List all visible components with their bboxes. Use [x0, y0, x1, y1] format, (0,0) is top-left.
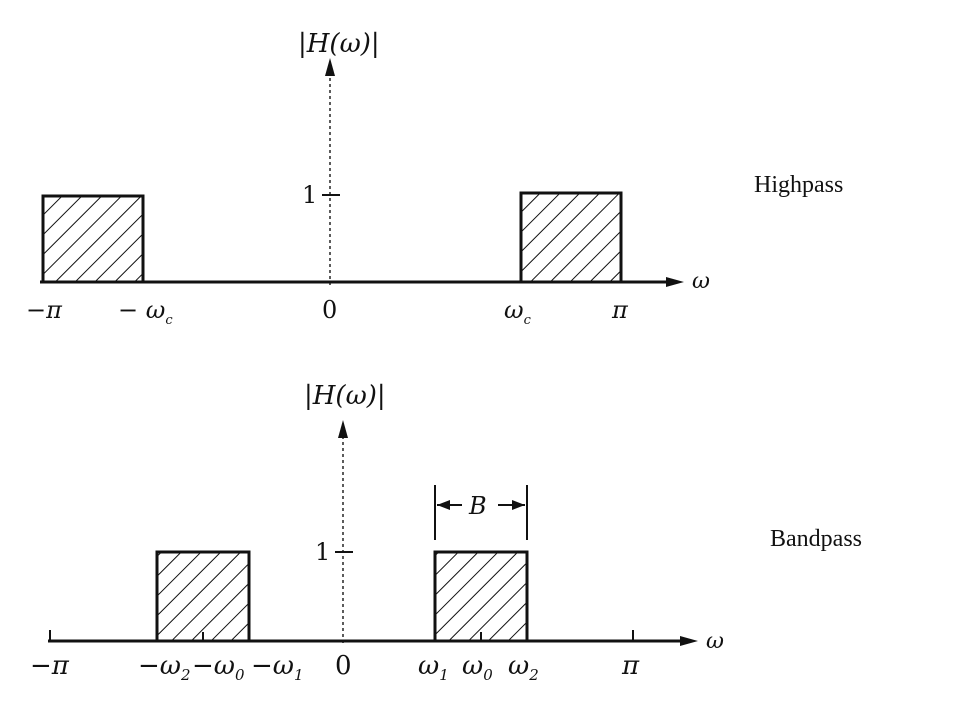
bandpass-unit-label: 1: [315, 538, 330, 566]
bandpass-title: Bandpass: [770, 526, 862, 552]
bandwidth-label: B: [468, 492, 487, 520]
highpass-title: Highpass: [754, 172, 843, 198]
highpass-tick-zero: 0: [322, 296, 337, 324]
bandpass-tick-omega2-sub: 2: [528, 666, 539, 684]
bandpass-passband-right: [433, 550, 529, 643]
highpass-y-label: |H(ω)|: [298, 29, 380, 59]
bandpass-tick-omega0-main: ω: [462, 651, 483, 681]
highpass-tick-neg-omega-c: − ωc: [118, 296, 173, 328]
bandpass-tick-omega2: ω2: [508, 651, 539, 684]
bandpass-tick-omega0: ω0: [462, 651, 493, 684]
bandpass-tick-omega1-sub: 1: [439, 666, 449, 684]
bandpass-y-label: |H(ω)|: [304, 381, 386, 411]
bandpass-tick-omega0-sub: 0: [483, 666, 493, 684]
highpass-tick-neg-pi: −π: [26, 296, 63, 324]
highpass-tick-omega-c-main: ω: [504, 296, 524, 324]
bandwidth-marker: B: [434, 485, 528, 540]
bandpass-tick-neg-omega2: −ω2: [138, 651, 191, 684]
bandpass-tick-neg-omega2-main: −ω: [138, 651, 181, 681]
bandpass-tick-omega1: ω1: [418, 651, 449, 684]
highpass-horizontal-arrowhead: [666, 277, 684, 287]
bandpass-panel: |H(ω)| ω 1 B −π −ω2 −ω0 −ω1 0: [30, 381, 862, 684]
highpass-vertical-arrowhead: [325, 58, 335, 76]
bandpass-passband-left: [155, 550, 251, 643]
bandpass-vertical-arrowhead: [338, 420, 348, 438]
bandpass-tick-neg-omega1-main: −ω: [251, 651, 294, 681]
bandpass-tick-neg-omega0: −ω0: [192, 651, 245, 684]
bandpass-tick-neg-omega0-sub: 0: [235, 666, 245, 684]
bandpass-tick-zero: 0: [335, 651, 352, 681]
highpass-panel: |H(ω)| ω 1 −π − ωc 0 ωc π Highpass: [26, 29, 843, 328]
highpass-passband-right: [519, 191, 623, 284]
highpass-x-label: ω: [692, 269, 710, 294]
bandpass-tick-neg-omega0-main: −ω: [192, 651, 235, 681]
bandpass-tick-neg-omega1: −ω1: [251, 651, 304, 684]
bandpass-tick-pi: π: [621, 651, 640, 681]
bandpass-horizontal-arrowhead: [680, 636, 698, 646]
highpass-tick-pi: π: [611, 296, 629, 324]
highpass-passband-left: [41, 194, 145, 284]
bandwidth-left-arrowhead: [437, 500, 450, 510]
highpass-tick-neg-omega-c-sub: c: [165, 313, 173, 328]
bandpass-tick-neg-omega2-sub: 2: [180, 666, 191, 684]
bandpass-tick-omega2-main: ω: [508, 651, 529, 681]
highpass-tick-neg-omega-c-main: − ω: [118, 296, 165, 324]
bandpass-tick-neg-omega1-sub: 1: [294, 666, 304, 684]
highpass-tick-omega-c-sub: c: [524, 313, 532, 328]
bandpass-x-label: ω: [706, 629, 724, 654]
highpass-tick-omega-c: ωc: [504, 296, 532, 328]
bandpass-tick-omega1-main: ω: [418, 651, 439, 681]
bandpass-tick-neg-pi: −π: [30, 651, 70, 681]
highpass-unit-label: 1: [302, 181, 317, 209]
bandwidth-right-arrowhead: [512, 500, 525, 510]
